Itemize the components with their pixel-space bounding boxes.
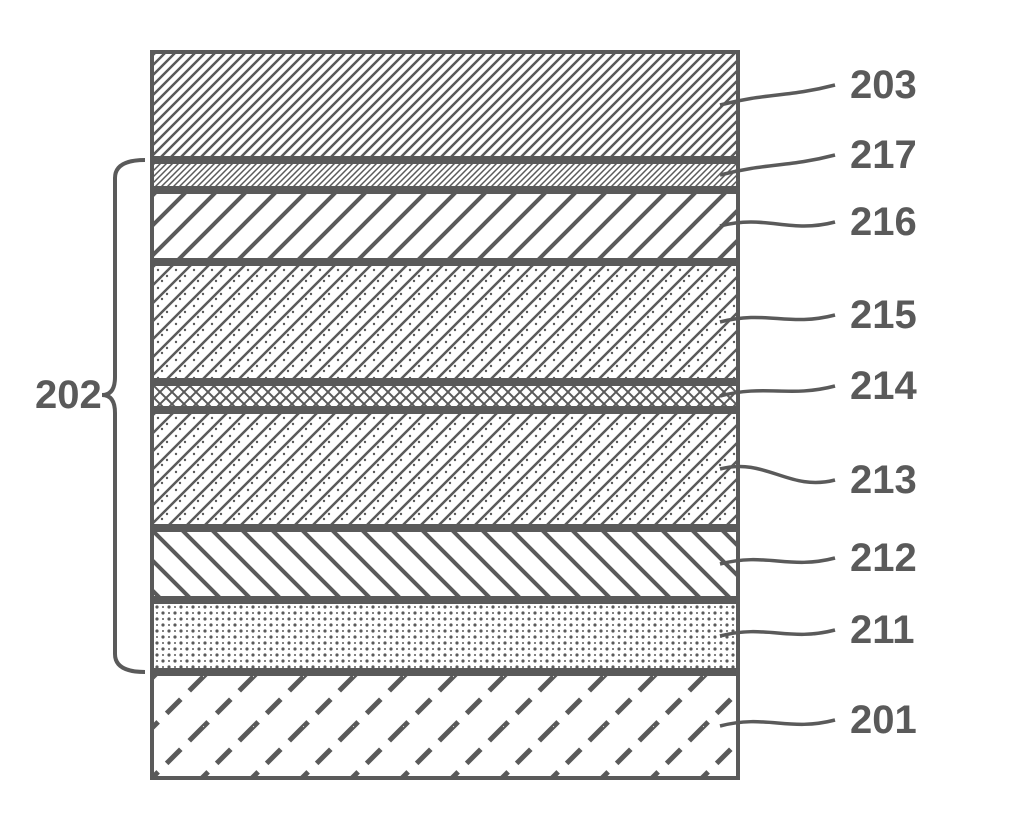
- layer-201: [150, 672, 740, 780]
- label-211: 211: [850, 608, 915, 653]
- layer-213: [150, 410, 740, 528]
- bracket-brace: [97, 155, 150, 677]
- leader-215: [715, 295, 840, 342]
- bracket-label: 202: [35, 373, 102, 418]
- leader-211: [715, 610, 840, 656]
- label-203: 203: [850, 63, 917, 108]
- layer-214: [150, 382, 740, 410]
- leader-201: [715, 700, 840, 746]
- label-216: 216: [850, 200, 917, 245]
- leader-213: [715, 449, 840, 500]
- layer-211: [150, 600, 740, 672]
- label-214: 214: [850, 364, 917, 409]
- layer-203: [150, 50, 740, 160]
- leader-214: [715, 366, 840, 416]
- layer-216: [150, 190, 740, 262]
- label-215: 215: [850, 293, 917, 338]
- label-201: 201: [850, 698, 917, 743]
- leader-217: [715, 135, 840, 195]
- layer-215: [150, 262, 740, 382]
- label-217: 217: [850, 133, 917, 178]
- leader-212: [715, 538, 840, 584]
- diagram-canvas: 203 217 216 215 214 213 212 211 201 202: [0, 0, 1011, 831]
- label-212: 212: [850, 536, 917, 581]
- layer-212: [150, 528, 740, 600]
- label-213: 213: [850, 458, 917, 503]
- leader-216: [715, 202, 840, 246]
- leader-203: [715, 65, 840, 125]
- layer-217: [150, 160, 740, 190]
